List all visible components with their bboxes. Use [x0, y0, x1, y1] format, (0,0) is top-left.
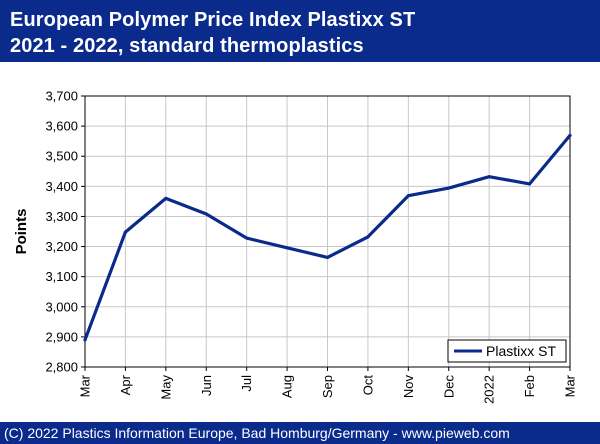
x-tick-label: Aug	[280, 375, 295, 398]
data-point	[528, 182, 532, 186]
y-tick-label: 3,200	[45, 239, 78, 254]
data-point	[406, 194, 410, 198]
gridlines	[85, 95, 570, 368]
legend: Plastixx ST	[447, 339, 567, 363]
data-point	[285, 246, 289, 250]
x-tick-label: Dec	[441, 375, 456, 399]
chart-title-line-1: European Polymer Price Index Plastixx ST	[10, 9, 416, 31]
data-point	[366, 235, 370, 239]
y-tick-label: 3,100	[45, 269, 78, 284]
x-tick-label: Sep	[320, 375, 335, 398]
legend-box	[447, 339, 567, 363]
y-axis: 2,800 2,900 3,000 3,100 3,200 3,300 3,400 3,500…	[45, 89, 85, 375]
y-tick-label: 3,300	[45, 209, 78, 224]
data-point	[447, 186, 451, 190]
data-point	[123, 230, 127, 234]
data-point	[245, 236, 249, 240]
y-tick-label: 3,400	[45, 179, 78, 194]
chart-subtitle-line-2: 2021 - 2022, standard thermoplastics	[10, 35, 364, 57]
x-tick-label: Jul	[239, 375, 254, 392]
y-axis-title: Points	[13, 209, 30, 255]
series-layer	[83, 133, 572, 342]
y-tick-label: 3,000	[45, 299, 78, 314]
x-tick-label: Oct	[360, 375, 375, 396]
x-tick-label: Jun	[199, 375, 214, 396]
x-axis: Mar Apr May Jun Jul Aug Sep Oct Nov Dec 2022 Feb Mar	[78, 367, 578, 404]
data-point	[204, 212, 208, 216]
data-point	[487, 175, 491, 179]
x-tick-label: Nov	[401, 375, 416, 399]
data-point	[568, 133, 572, 137]
x-tick-label: 2022	[482, 375, 497, 404]
y-tick-label: 2,900	[45, 329, 78, 344]
y-tick-label: 2,800	[45, 360, 78, 375]
y-tick-label: 3,600	[45, 119, 78, 134]
copyright-footer: (C) 2022 Plastics Information Europe, Ba…	[0, 422, 600, 444]
y-tick-label: 3,700	[45, 89, 78, 104]
legend-label: Plastixx ST	[486, 343, 556, 359]
x-tick-label: May	[158, 375, 173, 400]
data-point	[83, 338, 87, 342]
x-tick-label: Mar	[563, 374, 578, 397]
x-tick-label: Mar	[78, 374, 93, 397]
y-tick-label: 3,500	[45, 149, 78, 164]
x-tick-label: Feb	[522, 375, 537, 397]
line-chart: 2,800 2,900 3,000 3,100 3,200 3,300 3,400 3,500…	[13, 89, 578, 404]
title-banner: European Polymer Price Index Plastixx ST…	[0, 0, 600, 62]
data-point	[164, 196, 168, 200]
data-point	[326, 255, 329, 259]
x-tick-label: Apr	[118, 374, 133, 395]
